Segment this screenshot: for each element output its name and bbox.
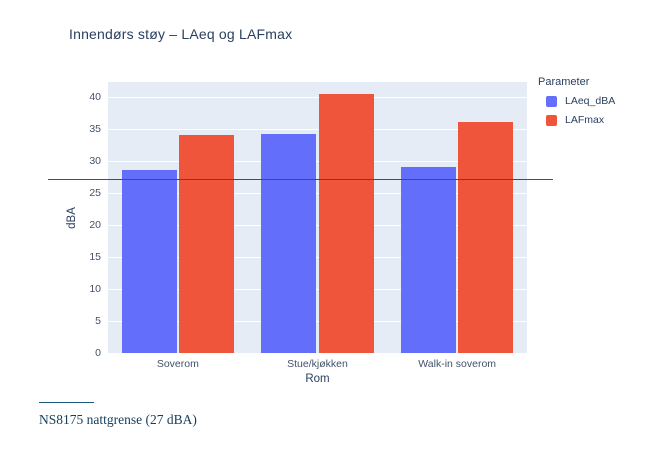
gridline-y-40 — [108, 96, 527, 98]
footnote: NS8175 nattgrense (27 dBA) — [39, 402, 197, 428]
y-tick-label-40: 40 — [89, 90, 101, 103]
bar-laeq-dba-soverom[interactable] — [121, 170, 177, 353]
y-tick-label-5: 5 — [95, 314, 101, 327]
legend: Parameter LAeq_dBA LAFmax — [538, 76, 615, 133]
y-tick-label-25: 25 — [89, 186, 101, 199]
bar-laeq-dba-walk-in-soverom[interactable] — [401, 166, 457, 353]
legend-item-laeq-dba[interactable]: LAeq_dBA — [546, 95, 615, 107]
gridline-y-30 — [108, 160, 527, 162]
gridline-y-25 — [108, 192, 527, 194]
bar-lafmax-soverom[interactable] — [178, 135, 234, 353]
gridline-y-20 — [108, 224, 527, 226]
bar-laeq-dba-stue-kj-kken[interactable] — [261, 133, 317, 353]
bar-lafmax-stue-kj-kken[interactable] — [318, 94, 374, 353]
gridline-y-15 — [108, 256, 527, 258]
y-tick-label-15: 15 — [89, 250, 101, 263]
x-tick-label-stue-kj-kken: Stue/kjøkken — [287, 358, 348, 370]
legend-label: LAFmax — [565, 114, 605, 126]
gridline-y-5 — [108, 320, 527, 322]
y-tick-label-10: 10 — [89, 282, 101, 295]
y-tick-label-0: 0 — [95, 347, 101, 359]
bar-lafmax-walk-in-soverom[interactable] — [458, 122, 514, 353]
gridline-y-10 — [108, 288, 527, 290]
plot-area — [108, 82, 527, 353]
footnote-line-swatch — [39, 402, 94, 403]
legend-item-lafmax[interactable]: LAFmax — [546, 114, 615, 126]
legend-items: LAeq_dBA LAFmax — [538, 95, 615, 126]
x-axis-title: Rom — [305, 373, 330, 385]
y-tick-label-20: 20 — [89, 218, 101, 231]
legend-label: LAeq_dBA — [565, 95, 616, 107]
y-tick-label-35: 35 — [89, 122, 101, 135]
x-tick-label-soverom: Soverom — [156, 358, 199, 370]
legend-swatch-laeq-dba — [546, 95, 557, 107]
legend-swatch-lafmax — [546, 114, 557, 126]
chart-title: Innendørs støy – LAeq og LAFmax — [69, 26, 293, 42]
x-tick-label-walk-in-soverom: Walk-in soverom — [418, 358, 497, 370]
y-tick-label-30: 30 — [89, 154, 101, 167]
reference-line — [48, 179, 553, 181]
legend-title: Parameter — [538, 76, 590, 88]
footnote-text: NS8175 nattgrense (27 dBA) — [39, 412, 197, 427]
gridline-y-35 — [108, 128, 527, 130]
